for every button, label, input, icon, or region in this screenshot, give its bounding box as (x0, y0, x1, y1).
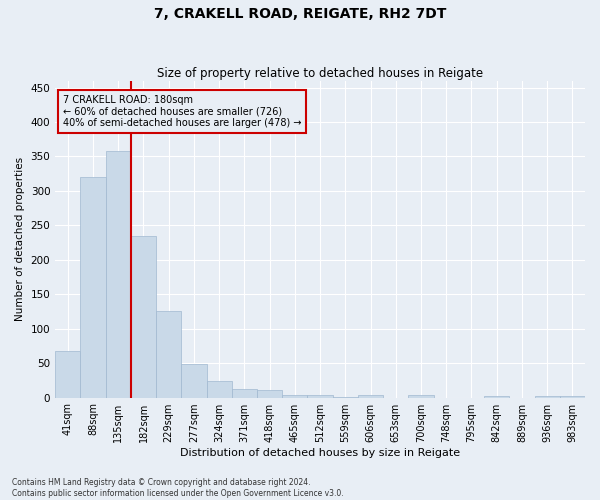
Bar (332, 397, 358, 398)
Bar (257, 390, 282, 398)
Bar (206, 381, 232, 398)
Text: 7 CRAKELL ROAD: 180sqm
← 60% of detached houses are smaller (726)
40% of semi-de: 7 CRAKELL ROAD: 180sqm ← 60% of detached… (63, 95, 302, 128)
Bar (80, 177, 106, 398)
Bar (282, 395, 307, 398)
Bar (560, 396, 585, 398)
Bar (307, 395, 332, 398)
Bar (409, 395, 434, 398)
Bar (484, 396, 509, 398)
Text: 7, CRAKELL ROAD, REIGATE, RH2 7DT: 7, CRAKELL ROAD, REIGATE, RH2 7DT (154, 8, 446, 22)
Bar (358, 395, 383, 398)
Text: Contains HM Land Registry data © Crown copyright and database right 2024.
Contai: Contains HM Land Registry data © Crown c… (12, 478, 344, 498)
Y-axis label: Number of detached properties: Number of detached properties (15, 157, 25, 321)
Bar (106, 151, 131, 398)
Bar (535, 396, 560, 398)
Bar (156, 311, 181, 398)
Title: Size of property relative to detached houses in Reigate: Size of property relative to detached ho… (157, 66, 483, 80)
Bar (232, 388, 257, 398)
X-axis label: Distribution of detached houses by size in Reigate: Distribution of detached houses by size … (180, 448, 460, 458)
Bar (55, 352, 80, 398)
Bar (181, 364, 206, 398)
Bar (131, 236, 156, 398)
